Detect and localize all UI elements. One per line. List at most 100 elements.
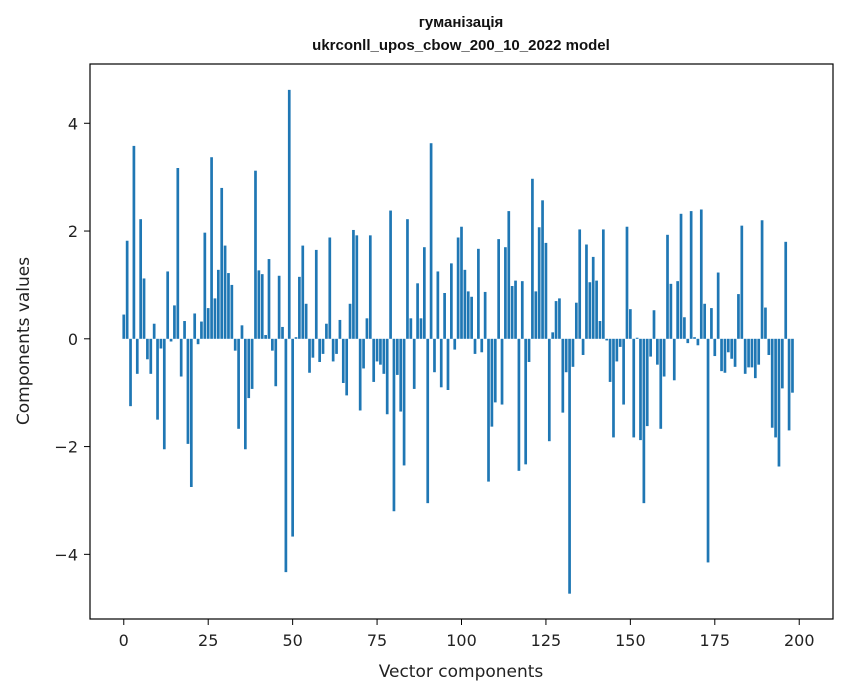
- bar: [291, 338, 294, 537]
- bar: [656, 338, 659, 365]
- bar: [284, 338, 288, 573]
- bar: [784, 241, 788, 339]
- x-tick-label: 0: [119, 631, 129, 650]
- bar: [220, 187, 224, 339]
- bar: [395, 338, 399, 375]
- bar: [591, 256, 595, 339]
- bar: [142, 278, 146, 339]
- bar: [193, 313, 197, 339]
- bar: [233, 338, 237, 351]
- bar: [173, 305, 176, 339]
- bar: [146, 338, 149, 360]
- bar: [429, 143, 433, 339]
- bar: [568, 338, 571, 594]
- bar: [737, 294, 740, 339]
- bar: [561, 338, 565, 413]
- x-axis-label: Vector components: [379, 662, 544, 682]
- bar: [787, 338, 791, 431]
- bar: [713, 338, 717, 357]
- bar: [524, 338, 528, 465]
- bar: [645, 338, 649, 427]
- bar: [517, 338, 521, 471]
- bar: [304, 303, 308, 339]
- bar: [406, 219, 409, 339]
- bar: [132, 145, 136, 339]
- bar: [301, 245, 305, 339]
- bar: [409, 318, 413, 339]
- bar: [635, 337, 639, 339]
- bar: [183, 321, 186, 339]
- bar: [723, 338, 727, 373]
- bar: [652, 310, 656, 339]
- bar: [358, 338, 362, 411]
- bar: [547, 338, 551, 442]
- bar: [159, 338, 163, 349]
- bar: [152, 323, 156, 339]
- y-axis-ticks: −4 −2 0 2 4: [54, 114, 90, 564]
- bar: [216, 269, 220, 339]
- bar: [504, 247, 507, 339]
- y-tick-label: −4: [54, 545, 78, 564]
- bar: [392, 338, 396, 512]
- bar: [169, 338, 173, 342]
- bar: [726, 338, 730, 353]
- bar: [578, 229, 582, 339]
- bar: [564, 338, 568, 373]
- x-tick-label: 100: [446, 631, 477, 650]
- bar: [450, 263, 453, 339]
- bar: [699, 209, 703, 339]
- bar: [780, 338, 784, 389]
- bar: [470, 296, 473, 339]
- bar: [189, 338, 193, 487]
- chart-subtitle: ukrconll_upos_cbow_200_10_2022 model: [312, 37, 610, 54]
- bar: [605, 338, 609, 341]
- bar: [666, 234, 669, 339]
- bar: [247, 338, 251, 399]
- bar: [385, 338, 389, 415]
- x-axis-ticks: 0 25 50 75 100 125 150 175 200: [119, 619, 815, 650]
- bar: [544, 242, 548, 339]
- y-tick-label: 0: [68, 330, 78, 349]
- bar: [298, 276, 301, 339]
- bar: [558, 298, 561, 339]
- bar: [122, 314, 126, 339]
- bar: [743, 338, 747, 374]
- bar: [615, 338, 619, 362]
- bar: [608, 338, 612, 382]
- bar: [710, 308, 713, 339]
- bar: [244, 338, 247, 450]
- bar: [753, 338, 757, 379]
- bar: [362, 338, 365, 369]
- bar: [365, 318, 369, 339]
- bar: [240, 325, 244, 339]
- x-tick-label: 25: [198, 631, 218, 650]
- bar: [740, 225, 744, 339]
- x-tick-label: 50: [282, 631, 302, 650]
- bar: [581, 338, 585, 355]
- bar: [588, 282, 592, 339]
- bar: [497, 239, 500, 339]
- bar: [203, 232, 207, 339]
- bar: [514, 280, 517, 339]
- bar: [186, 338, 190, 444]
- bar: [129, 338, 132, 407]
- bar: [277, 275, 281, 339]
- bar: [601, 229, 605, 339]
- bar: [426, 338, 430, 504]
- bar: [227, 273, 230, 339]
- bar: [733, 338, 737, 367]
- x-tick-label: 200: [784, 631, 815, 650]
- bar: [179, 338, 183, 377]
- bar: [642, 338, 646, 504]
- bar: [510, 286, 514, 339]
- bar: [314, 249, 318, 339]
- bar: [125, 240, 129, 339]
- bars-group: [122, 89, 794, 594]
- bar: [446, 338, 450, 390]
- bar: [210, 157, 213, 339]
- bar: [493, 338, 497, 403]
- bar: [507, 211, 511, 339]
- bar: [672, 338, 676, 381]
- bar: [473, 338, 477, 354]
- bar: [689, 211, 693, 339]
